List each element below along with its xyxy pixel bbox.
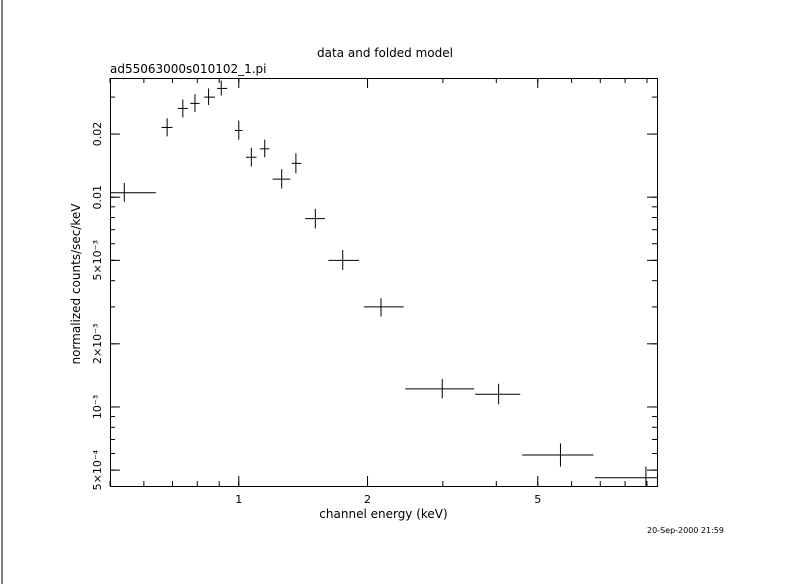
data-point <box>177 99 188 118</box>
data-point <box>235 120 243 140</box>
y-tick-label: 10⁻³ <box>91 395 104 419</box>
data-point <box>305 208 325 229</box>
timestamp: 20-Sep-2000 21:59 <box>647 526 724 535</box>
data-point <box>217 80 228 96</box>
data-point <box>259 139 270 158</box>
y-tick-label: 2×10⁻³ <box>91 324 104 364</box>
data-point <box>161 118 173 137</box>
y-tick-label: 5×10⁻⁴ <box>91 449 104 490</box>
y-tick-label: 5×10⁻³ <box>91 240 104 280</box>
chart-subtitle: ad55063000s010102_1.pi <box>110 62 267 76</box>
data-point <box>405 378 475 399</box>
x-tick-label: 2 <box>364 493 371 506</box>
data-point <box>475 383 521 405</box>
y-tick-label: 0.02 <box>91 122 104 147</box>
data-point <box>204 88 216 106</box>
y-ticks: 5×10⁻⁴ 10⁻³ 2×10⁻³ 5×10⁻³ 0.01 0.02 <box>91 96 657 490</box>
data-point <box>272 169 291 189</box>
x-ticks: 1 2 5 <box>109 78 648 506</box>
data-point <box>328 250 359 270</box>
data-point <box>594 466 657 486</box>
data-point <box>190 94 200 112</box>
plot-frame <box>110 78 658 487</box>
y-tick-label: 0.01 <box>91 185 104 210</box>
data-point <box>522 443 594 467</box>
data-point <box>110 182 156 202</box>
x-tick-label: 1 <box>235 493 242 506</box>
data-point <box>291 153 302 174</box>
data-points <box>110 80 657 486</box>
data-point <box>363 298 404 317</box>
x-tick-label: 5 <box>534 493 541 506</box>
x-axis-label: channel energy (keV) <box>319 507 448 521</box>
chart-title: data and folded model <box>317 46 453 60</box>
data-point <box>246 147 257 167</box>
